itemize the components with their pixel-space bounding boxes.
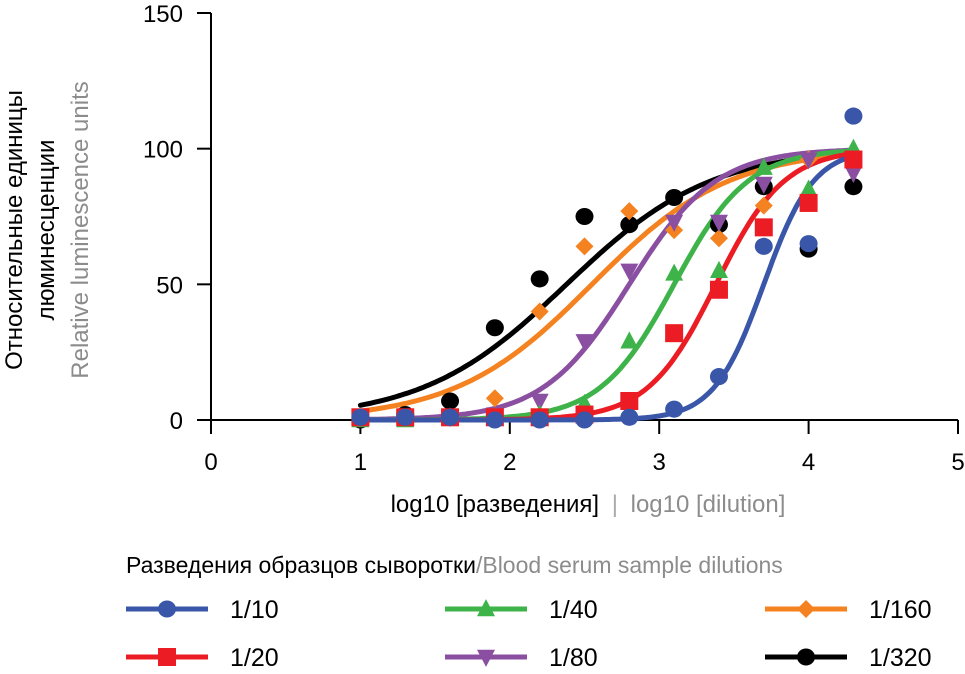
data-point-1-320 — [844, 178, 863, 196]
y-axis-title-line2: люминесценции — [33, 140, 60, 321]
data-point-1-10 — [754, 237, 773, 255]
data-point-1-80 — [665, 214, 684, 232]
data-point-1-20 — [620, 392, 639, 411]
x-tick-label: 5 — [951, 449, 964, 476]
data-point-1-10 — [530, 411, 549, 429]
legend-item-1-80: 1/80 — [445, 644, 598, 672]
data-point-1-160 — [754, 196, 773, 215]
legend-marker — [158, 600, 176, 618]
data-markers — [351, 107, 863, 429]
fit-curve-1-40 — [357, 148, 856, 423]
data-point-1-320 — [530, 270, 549, 288]
y-tick-label: 100 — [143, 137, 183, 164]
x-axis-title: log10 [разведения] | log10 [dilution] — [391, 491, 786, 518]
legend-item-1-40: 1/40 — [445, 596, 598, 624]
y-tick-label: 150 — [143, 1, 183, 28]
data-point-1-10 — [396, 408, 415, 426]
legend-label: 1/10 — [230, 596, 279, 624]
x-axis-title-primary: log10 [разведения] — [391, 491, 599, 518]
data-point-1-80 — [709, 214, 728, 232]
legend-item-1-20: 1/20 — [126, 644, 279, 672]
legend-label: 1/40 — [549, 596, 598, 624]
x-tick-label: 0 — [204, 449, 217, 476]
fit-curves — [357, 147, 856, 423]
legend-marker — [477, 599, 495, 617]
legend-item-1-10: 1/10 — [126, 596, 279, 624]
legend-label: 1/320 — [869, 644, 932, 672]
y-ticks: 0 50 100 150 — [143, 1, 211, 435]
y-tick-label: 50 — [156, 272, 183, 299]
x-tick-label: 4 — [802, 449, 815, 476]
legend-title: Разведения образцов сыворотки/Blood seru… — [126, 552, 783, 578]
legend: Разведения образцов сыворотки/Blood seru… — [126, 552, 932, 672]
data-point-1-20 — [844, 150, 863, 169]
data-point-1-10 — [620, 408, 639, 426]
data-point-1-80 — [844, 165, 863, 183]
data-point-1-160 — [485, 389, 504, 408]
legend-title-secondary: Blood serum sample dilutions — [482, 552, 782, 578]
data-point-1-80 — [620, 263, 639, 281]
data-point-1-320 — [441, 392, 460, 410]
data-point-1-10 — [351, 408, 370, 426]
legend-items: 1/10 1/20 1/40 1/80 1/160 1/320 — [126, 596, 932, 672]
legend-label: 1/160 — [869, 596, 932, 624]
data-point-1-40 — [799, 179, 818, 197]
x-axis-title-separator: | — [612, 491, 618, 518]
data-point-1-20 — [709, 280, 728, 299]
data-point-1-40 — [665, 263, 684, 281]
data-point-1-10 — [485, 411, 504, 429]
data-point-1-40 — [620, 331, 639, 349]
x-tick-label: 1 — [354, 449, 367, 476]
data-point-1-160 — [620, 202, 639, 221]
data-point-1-80 — [754, 176, 773, 194]
data-point-1-160 — [709, 229, 728, 248]
legend-marker — [797, 648, 815, 666]
y-axis-title-secondary-group: Relative luminescence units — [67, 81, 94, 378]
data-point-1-160 — [575, 237, 594, 256]
data-point-1-320 — [620, 216, 639, 234]
fit-curve-1-320 — [357, 151, 856, 408]
legend-marker — [797, 600, 815, 618]
data-point-1-20 — [799, 193, 818, 212]
data-point-1-80 — [799, 152, 818, 170]
legend-label: 1/20 — [230, 644, 279, 672]
data-point-1-10 — [799, 235, 818, 253]
y-axis-title-line2-group: люминесценции — [33, 140, 60, 321]
x-axis-title-secondary: log10 [dilution] — [631, 491, 786, 518]
data-point-1-10 — [665, 400, 684, 418]
fit-curve-1-160 — [357, 151, 856, 414]
legend-marker — [158, 648, 176, 666]
y-axis-title-secondary: Relative luminescence units — [67, 81, 94, 378]
y-tick-label: 0 — [170, 408, 183, 435]
legend-marker — [477, 649, 495, 667]
data-point-1-320 — [665, 188, 684, 207]
data-point-1-10 — [844, 107, 863, 125]
legend-label: 1/80 — [549, 644, 598, 672]
data-point-1-10 — [575, 411, 594, 429]
y-axis-title-line1: Относительные единицы — [1, 90, 28, 370]
axes: 0 50 100 150 0 1 2 3 4 5 — [143, 1, 965, 476]
data-point-1-160 — [530, 302, 549, 321]
data-point-1-10 — [709, 368, 728, 386]
data-point-1-80 — [575, 334, 594, 352]
legend-title-primary: Разведения образцов сыворотки — [126, 552, 476, 578]
x-ticks: 0 1 2 3 4 5 — [204, 420, 965, 476]
data-point-1-20 — [754, 218, 773, 237]
legend-item-1-320: 1/320 — [765, 644, 932, 672]
legend-title-separator: / — [476, 552, 483, 578]
data-point-1-80 — [530, 393, 549, 411]
data-point-1-40 — [709, 260, 728, 278]
x-tick-label: 3 — [653, 449, 666, 476]
data-point-1-320 — [485, 319, 504, 337]
data-point-1-320 — [575, 207, 594, 226]
data-point-1-20 — [665, 324, 684, 343]
data-point-1-10 — [441, 408, 460, 426]
legend-item-1-160: 1/160 — [765, 596, 932, 624]
x-tick-label: 2 — [503, 449, 516, 476]
y-axis-title: Относительные единицы — [1, 90, 28, 370]
data-point-1-40 — [754, 157, 773, 175]
